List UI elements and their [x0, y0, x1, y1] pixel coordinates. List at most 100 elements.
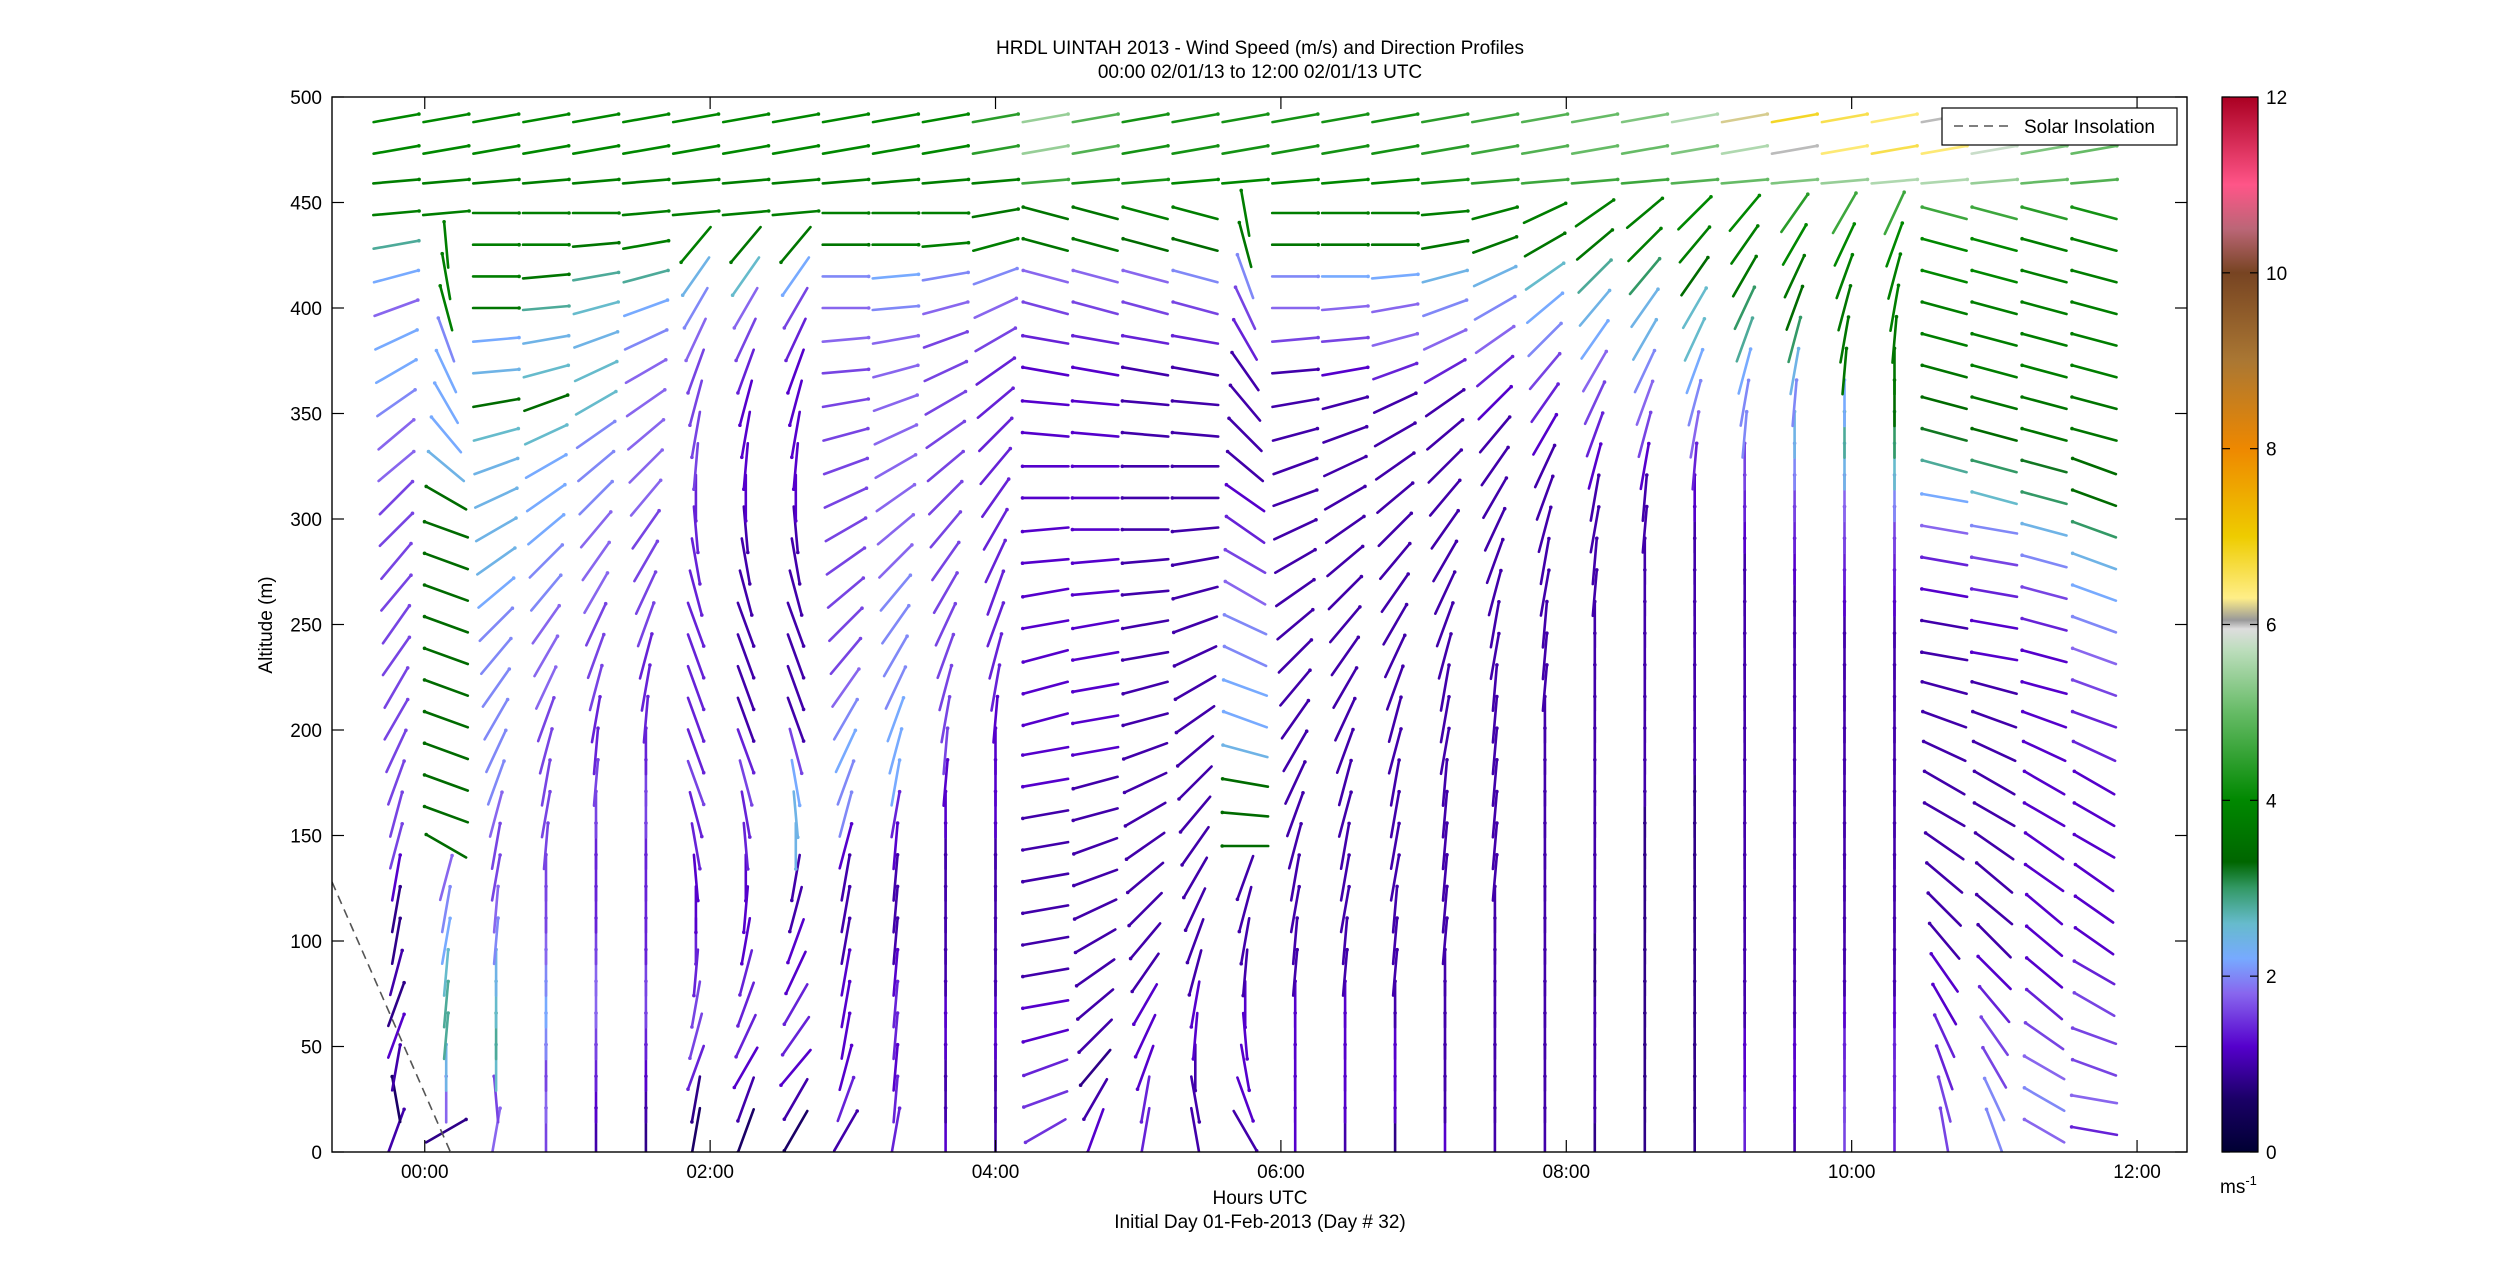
wind-vector: [1439, 695, 1451, 744]
wind-vector-head: [1709, 195, 1713, 199]
wind-vector: [1289, 853, 1301, 902]
wind-vector: [2020, 395, 2068, 411]
wind-vector: [1071, 431, 1120, 438]
wind-vector: [1620, 178, 1669, 185]
wind-vector-head: [2022, 801, 2027, 805]
wind-vector: [922, 330, 969, 349]
wind-vector: [925, 420, 966, 450]
wind-vector-head: [1224, 514, 1229, 519]
wind-vector: [486, 759, 506, 806]
wind-vector: [1839, 315, 1850, 364]
wind-vector: [732, 1046, 759, 1089]
x-tick-label: 06:00: [1257, 1162, 1305, 1183]
wind-vector-head: [701, 644, 706, 648]
wind-vector-head: [2070, 488, 2075, 492]
wind-vector: [423, 678, 470, 698]
wind-vector-head: [1220, 844, 1224, 848]
wind-vector: [821, 178, 870, 185]
wind-vector-head: [801, 644, 806, 648]
wind-vector-head: [746, 867, 750, 871]
wind-vector-head: [905, 634, 909, 638]
wind-vector: [971, 178, 1020, 185]
wind-vector: [1071, 745, 1120, 757]
wind-vector: [485, 728, 508, 774]
wind-vector-head: [701, 770, 706, 775]
wind-vector-head: [1969, 555, 1974, 559]
wind-vector-head: [1178, 830, 1183, 834]
wind-vector-head: [1397, 821, 1401, 826]
wind-vector: [571, 271, 620, 282]
wind-vector-head: [655, 539, 660, 544]
wind-vector-head: [1465, 144, 1470, 148]
wind-vector-head: [1547, 536, 1551, 541]
wind-vector: [372, 144, 421, 155]
wind-vector-head: [1969, 618, 1974, 623]
wind-vector: [1770, 178, 1819, 185]
wind-vector: [1681, 286, 1708, 330]
wind-vector: [2025, 893, 2064, 926]
wind-vector: [2020, 332, 2068, 347]
wind-vector: [1079, 1048, 1112, 1087]
wind-vector: [423, 773, 470, 792]
wind-vector-head: [1416, 242, 1420, 247]
wind-vector-head: [1366, 274, 1370, 279]
wind-vector: [642, 695, 650, 744]
wind-vector: [1780, 192, 1810, 234]
wind-vector: [892, 1075, 899, 1124]
wind-vector: [984, 539, 1007, 584]
wind-vector: [686, 664, 706, 711]
wind-vector: [1620, 144, 1669, 155]
wind-vector: [472, 427, 520, 442]
wind-vector-head: [1556, 382, 1560, 386]
wind-vector-head: [1003, 538, 1007, 543]
wind-vector-head: [1465, 238, 1470, 243]
wind-vector: [1376, 481, 1414, 515]
wind-vector-head: [1445, 789, 1449, 794]
wind-vector: [388, 949, 404, 997]
wind-vector: [1920, 269, 1968, 284]
wind-vector-head: [916, 304, 921, 308]
wind-vector-head: [698, 582, 702, 586]
wind-vector: [438, 284, 454, 332]
wind-vector: [1937, 1075, 1952, 1123]
wind-vector-head: [1189, 1025, 1194, 1029]
wind-vector-head: [1020, 529, 1025, 534]
wind-vector: [1071, 178, 1120, 185]
wind-vector: [1428, 478, 1462, 517]
wind-vector-head: [847, 916, 852, 921]
wind-vector: [686, 601, 706, 648]
wind-vector-head: [616, 112, 621, 116]
wind-vector: [636, 601, 656, 648]
wind-vector: [1979, 1015, 2009, 1057]
wind-vector-head: [1507, 415, 1512, 419]
wind-vector: [492, 885, 500, 934]
wind-vector-head: [1915, 144, 1919, 148]
wind-vector: [1439, 727, 1451, 776]
wind-vector-head: [653, 570, 658, 574]
wind-vector-head: [847, 979, 852, 984]
wind-vector-head: [1120, 399, 1125, 403]
wind-vector-head: [517, 242, 521, 247]
wind-vector-head: [698, 866, 702, 871]
y-tick-label: 150: [290, 827, 322, 848]
wind-vector-head: [1715, 112, 1720, 116]
wind-vector: [1280, 699, 1310, 740]
wind-vector-head: [861, 576, 866, 580]
wind-vector-head: [1116, 112, 1120, 116]
wind-vector: [1439, 663, 1451, 712]
wind-vector-head: [511, 576, 516, 580]
wind-vector-head: [1021, 595, 1025, 599]
wind-vector-head: [1316, 112, 1320, 116]
wind-vector-head: [690, 1120, 694, 1124]
wind-vector: [1970, 650, 2019, 662]
wind-vector-head: [413, 388, 417, 392]
wind-vector-head: [398, 853, 403, 857]
wind-vector: [836, 759, 855, 806]
wind-vector: [1891, 315, 1898, 364]
wind-vector-head: [688, 423, 692, 428]
wind-vector-head: [851, 759, 856, 763]
wind-vector-head: [517, 211, 521, 215]
wind-vector-head: [2020, 236, 2024, 241]
wind-vector-head: [1495, 821, 1499, 825]
wind-vector-head: [790, 455, 794, 460]
